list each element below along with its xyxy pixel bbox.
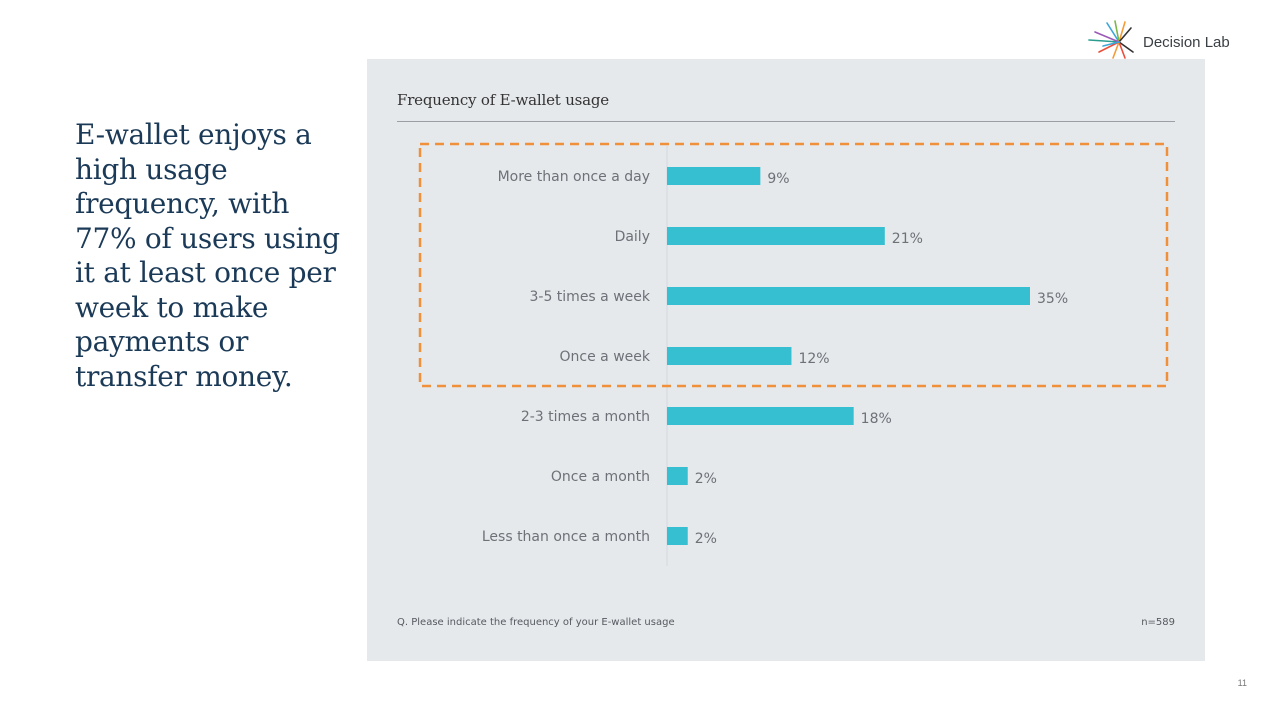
title-divider — [397, 121, 1175, 122]
brand-logo: Decision Lab — [1085, 18, 1255, 62]
category-label: Less than once a month — [482, 529, 650, 545]
value-label: 21% — [892, 231, 923, 247]
bar — [667, 227, 885, 245]
category-label: Once a month — [551, 469, 650, 485]
bar — [667, 527, 688, 545]
bar-chart: More than once a day 9% Daily 21% 3-5 times … — [418, 142, 1169, 566]
value-label: 18% — [861, 411, 892, 427]
bar — [667, 347, 792, 365]
value-label: 2% — [695, 471, 717, 487]
category-label: Once a week — [560, 349, 651, 365]
value-label: 2% — [695, 531, 717, 547]
category-label: 2-3 times a month — [521, 409, 650, 425]
brand-name: Decision Lab — [1143, 34, 1230, 51]
chart-panel: Frequency of E-wallet usage More than on… — [367, 59, 1205, 661]
question-footnote: Q. Please indicate the frequency of your… — [397, 617, 675, 628]
starburst-logo-icon — [1088, 20, 1134, 59]
category-label: Daily — [615, 229, 650, 245]
bar — [667, 467, 688, 485]
sample-size: n=589 — [1141, 617, 1175, 628]
category-label: More than once a day — [498, 169, 650, 185]
bar — [667, 167, 761, 185]
bar — [667, 287, 1030, 305]
value-label: 12% — [798, 351, 829, 367]
bar — [667, 407, 854, 425]
value-label: 35% — [1037, 291, 1068, 307]
category-label: 3-5 times a week — [529, 289, 650, 305]
value-label: 9% — [767, 171, 789, 187]
headline: E-wallet enjoys a high usage frequency, … — [75, 118, 340, 393]
page-number: 11 — [1237, 678, 1247, 688]
chart-title: Frequency of E-wallet usage — [397, 91, 609, 109]
